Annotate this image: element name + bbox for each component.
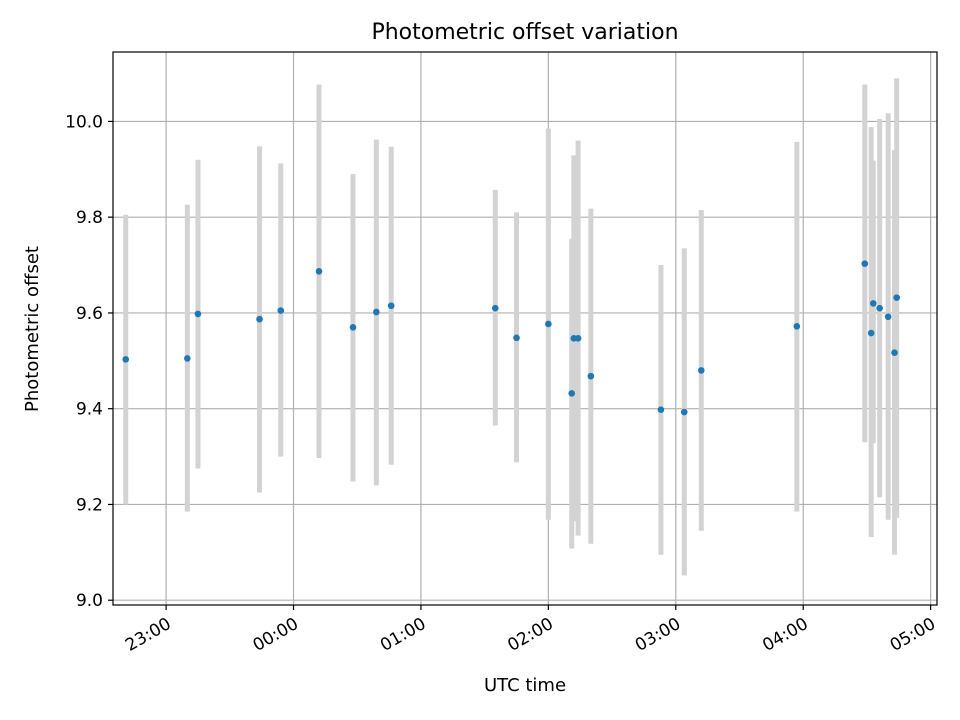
data-point: [513, 334, 520, 342]
y-tick-label: 9.2: [76, 495, 103, 515]
data-point: [277, 307, 285, 314]
data-point: [680, 408, 688, 416]
x-axis-ticks: 23:00 00:00 01:00 02:00 03:00 04:00 05:00: [122, 605, 939, 656]
y-tick-label: 9.8: [76, 208, 103, 228]
x-tick-label: 00:00: [250, 614, 302, 656]
data-point: [256, 315, 263, 323]
y-tick-label: 9.0: [76, 591, 103, 611]
data-point: [574, 335, 582, 342]
data-point: [122, 356, 130, 363]
data-point: [545, 320, 552, 328]
x-tick-label: 05:00: [887, 614, 939, 656]
data-point: [861, 260, 869, 267]
data-point: [793, 323, 801, 330]
data-point: [869, 300, 877, 307]
y-tick-label: 9.4: [76, 400, 103, 420]
data-point: [893, 294, 900, 301]
data-point: [184, 355, 191, 362]
x-tick-label: 03:00: [632, 614, 684, 656]
x-axis-label: UTC time: [484, 675, 566, 696]
x-tick-label: 04:00: [759, 614, 811, 656]
data-point: [697, 367, 705, 374]
y-axis-ticks: 9.0 9.2 9.4 9.6 9.8 10.0: [65, 112, 113, 611]
data-point: [876, 304, 883, 312]
data-point: [867, 329, 875, 337]
x-tick-label: 02:00: [504, 614, 556, 656]
grid: [113, 52, 937, 605]
data-point: [891, 349, 898, 356]
data-point: [387, 302, 395, 310]
data-point: [491, 304, 499, 312]
data-point: [194, 310, 202, 318]
x-tick-label: 01:00: [377, 614, 429, 656]
data-points: [122, 260, 900, 416]
data-point: [587, 372, 595, 380]
data-point: [884, 313, 892, 321]
y-tick-label: 9.6: [76, 304, 103, 324]
chart-title: Photometric offset variation: [371, 20, 678, 45]
data-point: [373, 308, 380, 316]
data-point: [315, 267, 323, 275]
data-point: [657, 406, 665, 413]
error-bars: [123, 78, 900, 576]
data-point: [349, 324, 357, 331]
y-tick-label: 10.0: [65, 112, 103, 132]
plot-frame: [112, 51, 938, 606]
data-point: [568, 390, 576, 397]
x-tick-label: 23:00: [122, 614, 174, 656]
y-axis-label: Photometric offset: [22, 246, 43, 412]
